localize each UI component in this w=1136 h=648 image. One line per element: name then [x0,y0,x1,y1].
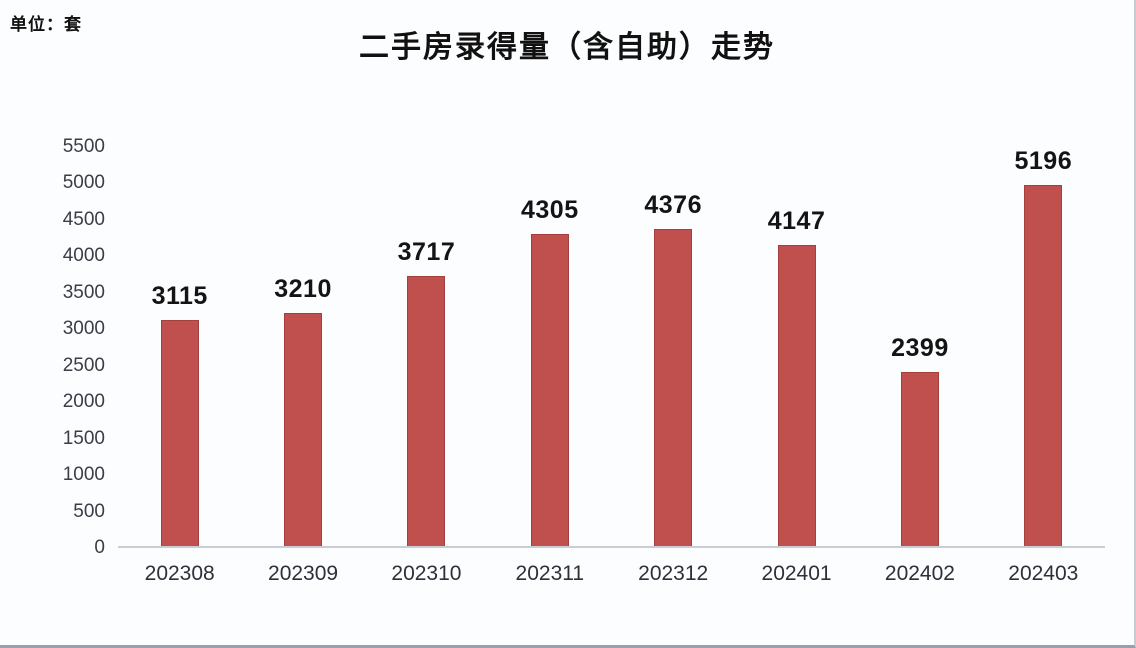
y-tick-label: 0 [94,537,105,558]
bar-column: 3115 202308 [118,147,241,585]
bar [160,320,199,546]
bar-value-label: 2399 [891,333,949,362]
y-tick-label: 2000 [62,391,105,413]
y-tick-label: 1500 [62,427,105,449]
x-tick-label: 202402 [884,562,955,585]
bar-column: 3717 202310 [365,147,488,585]
bar-column: 2399 202402 [858,147,981,585]
x-tick-label: 202312 [638,562,709,585]
x-tick-label: 202401 [761,562,832,585]
y-tick-label: 5000 [62,172,105,194]
unit-label: 单位：套 [10,15,82,34]
x-tick-label: 202309 [268,562,339,585]
bar [900,371,939,546]
y-tick-label: 1000 [62,464,105,486]
bar [530,233,569,546]
bar [777,245,816,546]
bar [1024,185,1063,546]
bar-value-label: 5196 [1014,147,1073,175]
plot-area: 3115 202308 3210 202309 3717 202310 4305 202311… [118,147,1105,585]
bar-column: 4147 202401 [735,147,858,585]
x-tick-label: 202310 [391,562,462,585]
y-tick-label: 5500 [62,136,105,157]
bar-column: 5196 202403 [982,147,1105,585]
y-tick-label: 3500 [62,281,105,303]
bar-value-label: 3717 [397,238,456,267]
x-tick-label: 202403 [1008,562,1079,585]
bar-value-label: 4376 [644,190,702,219]
bar-value-label: 3115 [151,282,208,311]
bar [407,276,446,546]
bar-value-label: 4305 [521,195,579,224]
bar-column: 3210 202309 [241,147,364,585]
chart-title: 二手房录得量（含自助）走势 [359,31,775,64]
bar-column: 4376 202312 [612,147,735,585]
y-tick-label: 2500 [62,354,105,376]
bar-column: 4305 202311 [488,147,611,585]
bar [284,313,323,546]
x-tick-label: 202308 [144,562,215,585]
x-tick-label: 202311 [515,562,585,585]
bar-value-label: 4147 [767,207,826,236]
bars-row: 3115 202308 3210 202309 3717 202310 4305 202311… [118,147,1105,585]
y-axis-labels: 0 500 1000 1500 2000 2500 3000 3500 4000 4500 5000… [0,136,105,558]
bar [654,228,693,546]
y-tick-label: 4000 [62,245,105,267]
y-tick-label: 4500 [62,208,105,230]
y-tick-label: 500 [73,500,105,522]
bar-value-label: 3210 [274,275,332,304]
y-tick-label: 3000 [62,318,105,340]
